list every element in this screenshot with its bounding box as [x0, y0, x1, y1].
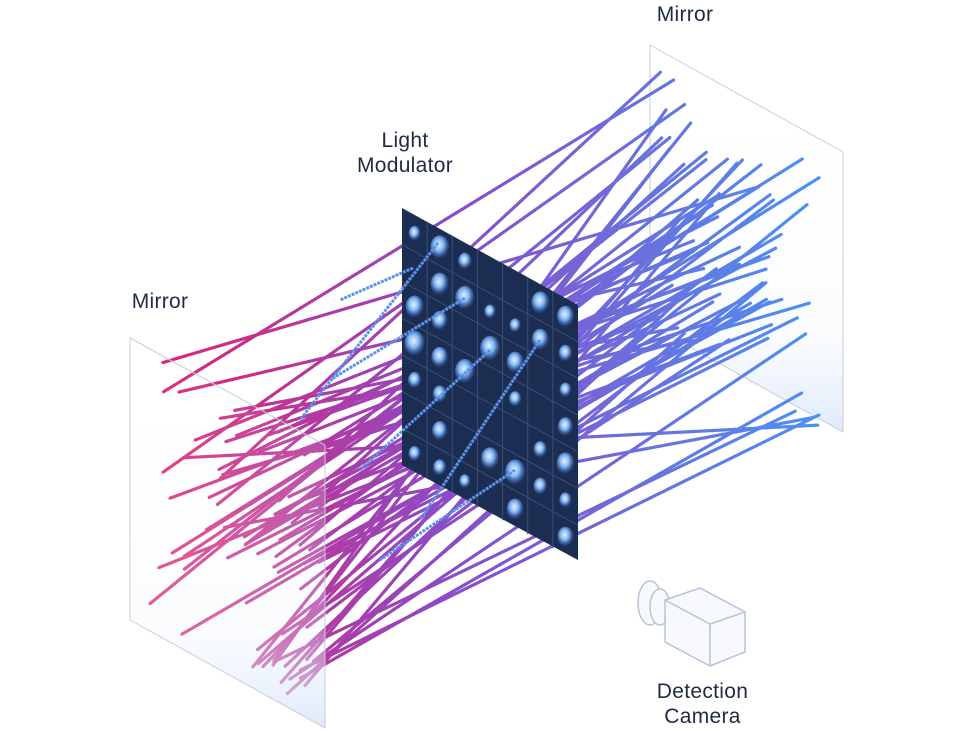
detection-camera-label: Detection Camera: [630, 679, 775, 729]
modulator-pixel: [508, 391, 522, 407]
modulator-pixel: [405, 295, 424, 318]
light-beam: [272, 409, 797, 664]
modulator-pixel: [506, 351, 524, 373]
modulator-pixel: [455, 358, 475, 384]
left-mirror: [129, 337, 326, 729]
modulator-pixel: [431, 346, 449, 368]
modulator-pixel: [558, 344, 573, 362]
modulator-pixel: [556, 452, 575, 475]
light-beam: [379, 468, 516, 562]
left-mirror-label: Mirror: [115, 289, 205, 314]
light-beam: [329, 296, 466, 382]
label-text: Mirror: [656, 3, 714, 26]
modulator-pixel: [404, 330, 425, 357]
modulator-pixel: [556, 305, 575, 328]
grid-line: [401, 354, 579, 453]
light-beam: [358, 348, 492, 472]
label-text: Modulator: [356, 154, 454, 177]
light-beam: [285, 331, 686, 696]
modulator-pixel: [433, 459, 447, 476]
modulator-pixel: [557, 417, 573, 437]
grid-line: [401, 391, 579, 490]
modulator-pixel: [407, 371, 422, 389]
modulator-pixel: [531, 291, 550, 314]
modulator-pixel: [459, 474, 471, 489]
light-modulator: [298, 208, 579, 562]
modulator-pixel: [432, 421, 448, 441]
grid-line: [401, 317, 579, 416]
detection-camera: [637, 580, 746, 667]
label-text: Mirror: [131, 290, 189, 313]
modulator-pixel: [504, 459, 526, 486]
modulator-pixel: [509, 318, 521, 333]
light-beam: [298, 242, 440, 421]
modulator-pixel: [458, 252, 472, 270]
modulator-pixel: [408, 225, 421, 241]
modulator-pixel: [559, 382, 572, 398]
light-modulator-label: Light Modulator: [335, 128, 475, 178]
modulator-pixel: [481, 447, 499, 470]
grid-line: [401, 244, 579, 343]
light-beam: [339, 266, 414, 302]
modulator-pixel: [430, 272, 449, 296]
label-text: Detection: [656, 680, 749, 703]
modulator-pixel: [533, 477, 548, 495]
modulator-pixel: [430, 235, 450, 259]
modulator-pixel: [408, 445, 421, 462]
label-text: Camera: [664, 705, 741, 728]
grid-line: [401, 427, 579, 526]
modulator-pixel: [506, 498, 524, 520]
label-text: Light: [381, 129, 429, 152]
light-beam: [418, 339, 542, 521]
modulator-pixel: [533, 441, 547, 458]
modulator-pixel: [557, 526, 574, 547]
modulator-pixel: [455, 285, 475, 310]
right-mirror-label: Mirror: [640, 2, 730, 27]
grid-line: [401, 280, 579, 379]
modulator-pixel: [484, 304, 496, 319]
modulator-pixel: [559, 492, 572, 508]
